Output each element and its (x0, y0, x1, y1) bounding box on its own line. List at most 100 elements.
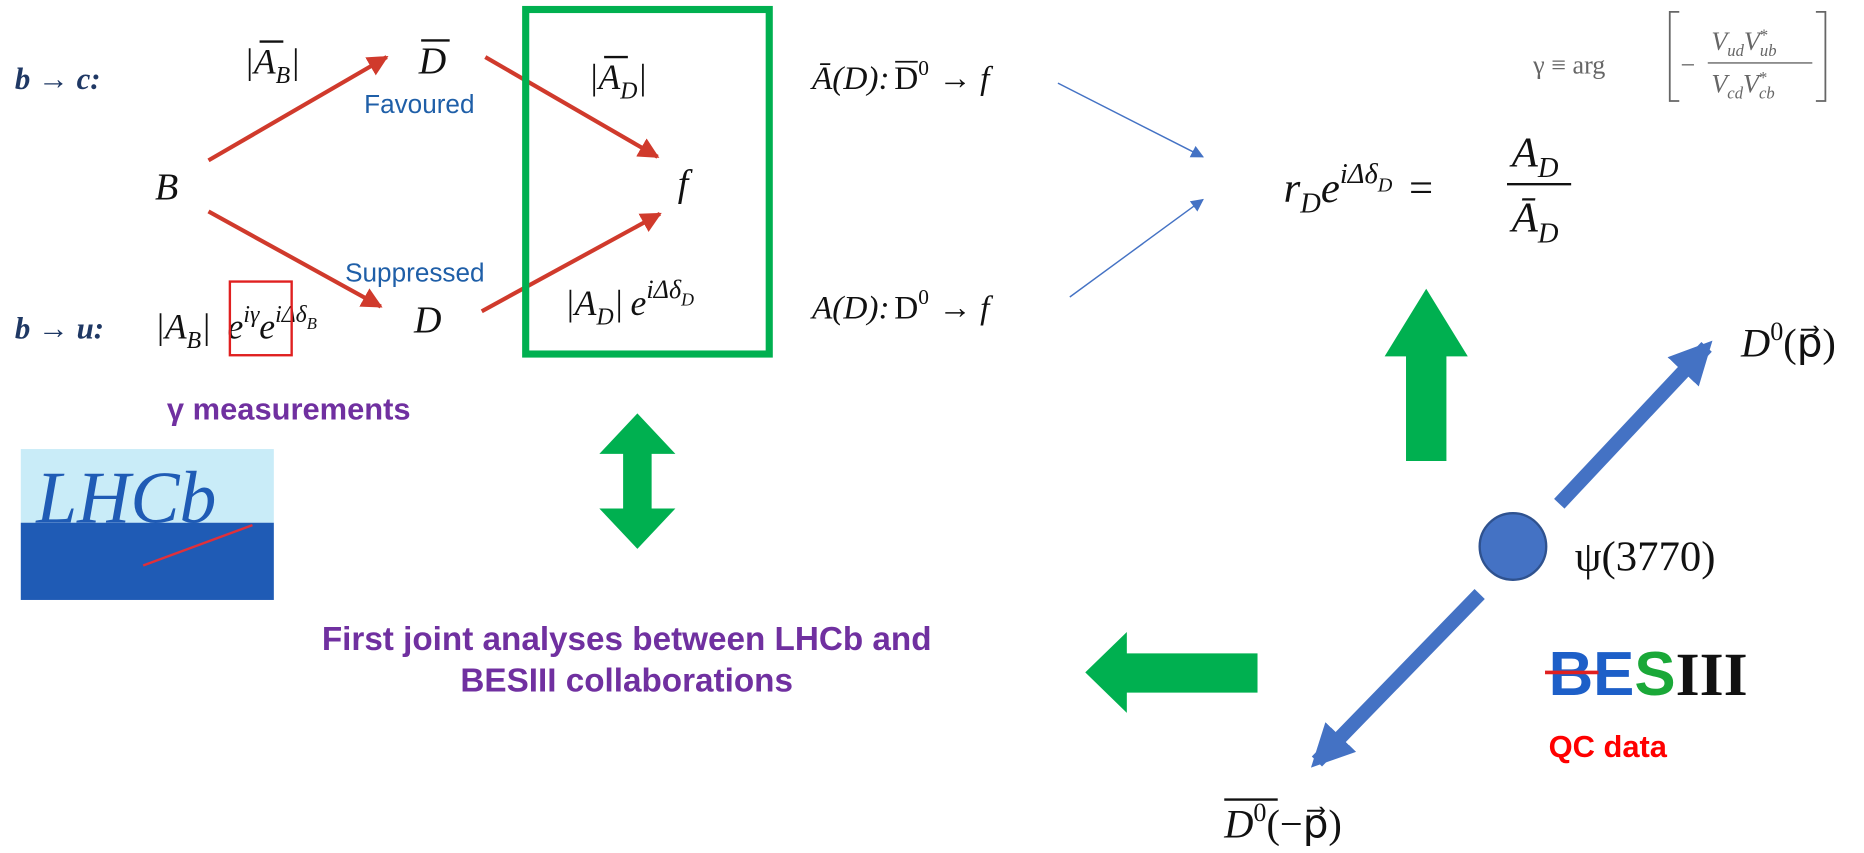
up-arrow (1384, 288, 1468, 461)
symbol: A (573, 283, 597, 323)
thin-arrow (1057, 82, 1205, 158)
superscript: iγ (243, 302, 260, 328)
subscript: B (307, 314, 317, 333)
lhcb-logo: LHCb (20, 449, 274, 600)
subscript: D (1377, 174, 1393, 196)
lhs: A(D): (810, 289, 890, 326)
logo-letter: III (1676, 641, 1748, 709)
amplitude: |AD| (589, 57, 648, 105)
superscript: 0 (918, 56, 929, 80)
meson: D (1223, 802, 1253, 847)
symbol: V (1743, 70, 1762, 99)
equals: = (1409, 165, 1433, 212)
psi-particle (1478, 512, 1548, 581)
d0bar-label: D0(−p⃗) (1223, 798, 1342, 847)
sign: − (1680, 51, 1695, 80)
bar: | (589, 57, 599, 97)
symbol: A (163, 307, 187, 347)
momentum-arrow (1310, 589, 1485, 768)
subscript: D (619, 79, 637, 105)
amplitude: |AD| eiΔδD (565, 275, 694, 330)
exp: e (259, 307, 275, 347)
lhs: Ā(D): (810, 60, 890, 97)
d0-label: D0(p⃗) (1740, 317, 1836, 366)
bracket (1668, 10, 1827, 102)
process-label: b → u: (15, 311, 104, 346)
bes-logo: BESIII (1549, 640, 1748, 709)
subscript: D (1537, 218, 1559, 249)
subscript: ud (1727, 41, 1744, 60)
symbol: A (596, 57, 620, 97)
subscript: cb (1759, 84, 1775, 103)
momentum: (−p⃗) (1266, 802, 1341, 847)
bar: | (155, 307, 165, 347)
left-arrow (1085, 632, 1258, 713)
subscript: D (680, 289, 694, 309)
symbol: V (1711, 70, 1730, 99)
rhs: → f (939, 289, 995, 326)
symbol: V (1744, 27, 1763, 56)
symbol: V (1711, 27, 1730, 56)
symbol: A (252, 42, 276, 82)
symbol: r (1284, 165, 1301, 212)
denominator: VcdV* cb (1711, 68, 1774, 102)
bar: | (637, 57, 647, 97)
bar: | (290, 42, 300, 82)
gamma-measurements: γ measurements (167, 391, 411, 426)
meson: D (894, 289, 918, 326)
superscript: 0 (918, 285, 929, 309)
superscript: * (1759, 68, 1767, 87)
logo-letter: S (1634, 640, 1675, 709)
exp: e (631, 283, 647, 323)
node-B: B (155, 167, 178, 209)
highlight-box (228, 280, 293, 357)
bar: | (201, 307, 211, 347)
momentum: (p⃗) (1783, 320, 1836, 365)
superscript: 0 (1770, 317, 1783, 346)
superscript: iΔδ (1340, 159, 1379, 190)
tree-arrows (207, 55, 662, 314)
ratio: rDeiΔδD = (1284, 159, 1433, 220)
exp: e (1321, 165, 1340, 212)
node-f: f (678, 163, 693, 205)
thin-arrow (1069, 198, 1204, 298)
numerator: VudV* ub (1711, 25, 1776, 59)
subscript: ub (1760, 41, 1777, 60)
subscript: D (1299, 189, 1321, 220)
favoured-label: Favoured (364, 89, 474, 119)
subscript: D (595, 304, 613, 330)
subscript: B (187, 328, 202, 354)
superscript: iΔδ (646, 275, 682, 304)
subscript: D (1537, 153, 1559, 184)
amplitude: |AB| (244, 42, 300, 90)
meson: D (1740, 320, 1770, 365)
logo-letter: B (1549, 640, 1594, 709)
symbol: Ā (1509, 195, 1539, 242)
denominator: ĀD (1509, 195, 1559, 250)
subscript: B (276, 63, 291, 89)
exp: e (228, 307, 244, 347)
suppressed-label: Suppressed (345, 258, 484, 288)
qc-data: QC data (1549, 729, 1668, 764)
subscript: cd (1727, 84, 1743, 103)
symbol: A (1509, 129, 1539, 176)
superscript: 0 (1253, 798, 1266, 827)
joint-text: BESIII collaborations (460, 662, 793, 699)
logo-letter: E (1593, 640, 1634, 709)
gamma-definition: γ ≡ arg − VudV* ub VcdV* cb (1532, 10, 1827, 103)
decay: A(D): D0 → f (810, 285, 994, 326)
node-Dbar: D (418, 41, 446, 83)
bar: | (565, 283, 575, 323)
logo-text: LHCb (35, 457, 216, 539)
bar: | (244, 42, 254, 82)
double-arrow (599, 413, 676, 549)
meson: D (894, 60, 918, 97)
decay: Ā(D): D0 → f (810, 56, 994, 97)
momentum-arrow (1554, 340, 1713, 509)
lhs: γ ≡ arg (1532, 51, 1605, 80)
superscript: * (1760, 25, 1768, 44)
numerator: AD (1509, 129, 1559, 184)
psi-label: ψ(3770) (1575, 533, 1716, 580)
joint-text: First joint analyses between LHCb and (322, 621, 932, 658)
